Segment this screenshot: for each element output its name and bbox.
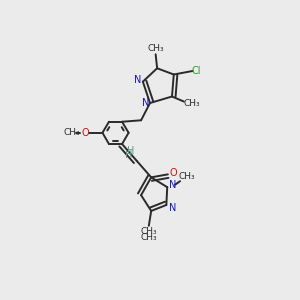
Text: CH₃: CH₃ xyxy=(184,99,200,108)
Text: H: H xyxy=(127,146,134,156)
Text: CH₃: CH₃ xyxy=(140,233,157,242)
Text: CH₃: CH₃ xyxy=(147,44,164,53)
Text: Cl: Cl xyxy=(191,66,200,76)
Text: N: N xyxy=(142,98,149,108)
Text: N: N xyxy=(169,203,177,213)
Text: N: N xyxy=(169,180,176,190)
Text: CH₃: CH₃ xyxy=(179,172,196,181)
Text: CH₃: CH₃ xyxy=(64,128,80,137)
Text: O: O xyxy=(82,128,90,138)
Text: CH₃: CH₃ xyxy=(140,227,157,236)
Text: O: O xyxy=(170,168,178,178)
Text: H: H xyxy=(124,150,132,160)
Text: N: N xyxy=(134,76,142,85)
